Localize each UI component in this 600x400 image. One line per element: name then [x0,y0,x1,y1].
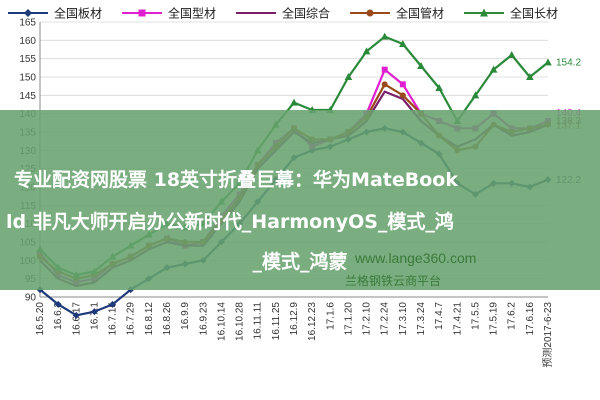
data-point [109,300,117,308]
x-tick-label: 16.12.9 [289,302,300,336]
data-point [290,98,298,106]
legend-label: 全国综合 [282,6,330,21]
x-tick-label: 17.5.19 [489,302,500,336]
legend-label: 全国管材 [396,6,444,21]
legend-marker [24,9,32,17]
x-tick-label: 16.5.20 [35,302,46,336]
data-point [90,308,98,316]
banner-text-line-2: ld 非凡大师开启办公新时代_HarmonyOS_模式_鸿 [6,211,454,233]
legend-label: 全国型材 [168,6,216,21]
x-tick-label: 16.8.26 [162,302,173,336]
x-tick-label: 17.6.16 [525,302,536,336]
x-tick-label: 16.9.23 [198,302,209,336]
x-tick-label: 16.11.11 [253,302,264,340]
y-tick-label: 165 [19,18,36,29]
x-tick-label: 17.1.6 [325,302,336,330]
x-tick-label: 17.2.24 [380,302,391,336]
x-tick-label: 16.10.14 [216,302,227,341]
x-tick-label: 17.5.5 [470,302,481,330]
x-tick-label: 16.7.1 [89,302,100,330]
y-tick-label: 155 [19,54,36,65]
x-tick-label: 17.2.10 [362,302,373,336]
x-tick-label: 16.10.28 [235,302,246,341]
end-label: 154.2 [556,58,581,69]
y-tick-label: 160 [19,36,36,47]
data-point [72,311,80,319]
x-tick-label: 16.7.15 [108,302,119,336]
x-tick-label: 16.9.9 [180,302,191,330]
x-tick-label: 17.3.24 [416,302,427,336]
data-point [526,73,534,80]
watermark-name: 兰格钢铁云商平台 [345,274,442,288]
x-tick-label: 16.6.3 [53,302,64,330]
data-point [417,62,425,69]
x-tick-label: 17.6.2 [507,302,518,330]
chart-legend: 全国板材 全国型材 全国综合 全国管材 全国长材 [8,6,558,21]
data-point [362,47,371,55]
data-point [381,66,388,73]
x-tick-label: 17.3.10 [398,302,409,336]
x-tick-label: 16.12.23 [307,302,318,341]
legend-marker [138,9,146,17]
data-point [380,32,389,40]
x-axis: 16.5.20 16.6.3 16.6.17 16.7.1 16.7.15 16.7.29… [35,296,554,368]
y-tick-label: 90 [25,293,37,304]
banner-text-line-1: 专业配资网股票 18英寸折叠巨幕：华为MateBook [14,169,458,191]
x-tick-label: 17.4.21 [452,302,463,336]
y-tick-label: 150 [19,73,36,84]
data-point [344,73,353,80]
data-point [544,58,552,66]
data-point [399,92,406,99]
data-point [435,84,443,91]
x-tick-label: 16.7.29 [126,302,137,336]
x-tick-label: 16.8.12 [144,302,155,336]
legend-label: 全国长材 [510,6,558,21]
data-point [54,300,62,308]
x-tick-label: 17.4.7 [434,302,445,330]
watermark-site: www.lange360.com [355,250,477,266]
promo-banner-overlay [0,110,600,290]
x-tick-label: 16.6.17 [71,302,82,336]
data-point [381,81,388,88]
data-point [489,65,498,73]
y-tick-label: 145 [19,91,36,102]
legend-label: 全国板材 [54,6,102,21]
data-point [471,91,480,99]
banner-text-line-3: _模式_鸿蒙 [252,251,348,273]
data-point [399,40,407,47]
x-tick-label: 17.1.20 [343,302,354,336]
data-point [507,51,516,58]
legend-marker [366,9,374,17]
legend-marker [480,8,488,17]
x-tick-label: 16.11.25 [271,302,282,341]
x-tick-label: 预测2017-6-23 [541,302,554,368]
data-point [399,81,406,88]
